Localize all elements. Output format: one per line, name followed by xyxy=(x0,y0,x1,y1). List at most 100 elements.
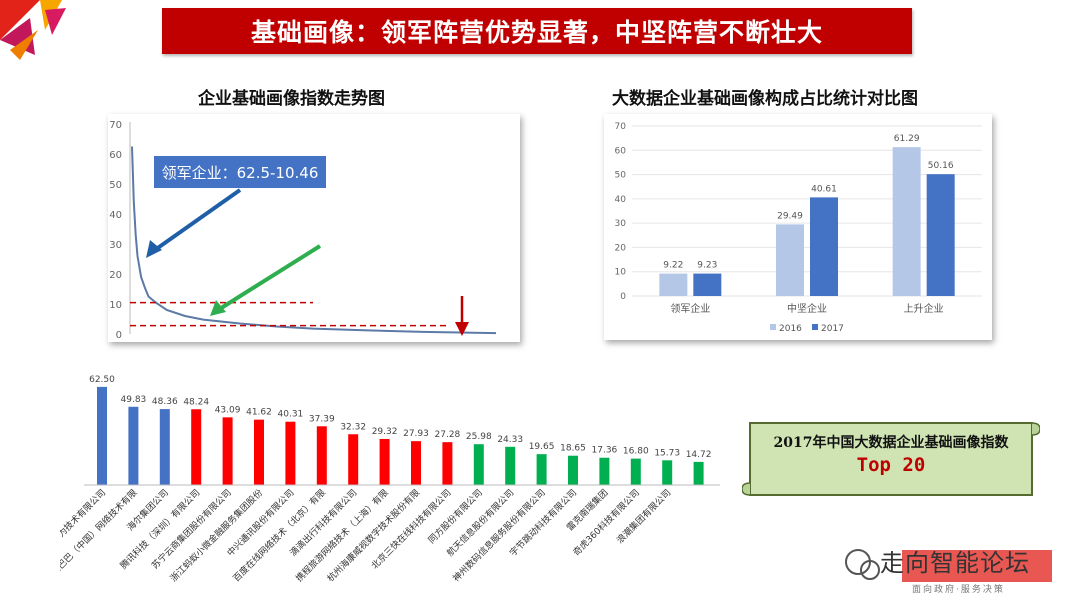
bar-value-label: 40.61 xyxy=(811,184,837,194)
bar-2017 xyxy=(693,273,722,296)
top20-bar xyxy=(630,458,641,485)
bar-chart-title: 大数据企业基础画像构成占比统计对比图 xyxy=(612,89,918,109)
line-chart-panel: 0 10 20 30 40 50 60 70 领军企业：62.5-10.46 xyxy=(108,114,520,342)
bar-value-label: 61.29 xyxy=(894,134,920,144)
y-tick-label: 0 xyxy=(116,330,122,341)
top20-category-label: 同方股份有限公司 xyxy=(426,487,485,546)
top20-bar xyxy=(442,442,453,485)
top20-value-label: 14.72 xyxy=(686,450,712,460)
top20-value-label: 48.36 xyxy=(152,397,178,407)
legend-label: 2017 xyxy=(821,324,844,334)
y-tick-label: 60 xyxy=(615,146,627,156)
y-tick-label: 40 xyxy=(615,195,627,205)
green-arrow xyxy=(216,244,322,312)
page-title-banner: 基础画像：领军阵营优势显著，中坚阵营不断壮大 xyxy=(162,8,912,54)
top20-scroll-banner xyxy=(742,422,1040,496)
bar-2016 xyxy=(892,147,921,296)
index-trend-line xyxy=(131,146,497,335)
watermark-logo xyxy=(845,549,1052,582)
top20-bar xyxy=(662,460,673,485)
watermark-text: 走向智能论坛 xyxy=(880,549,1030,577)
y-tick-label: 10 xyxy=(615,268,627,278)
annotation-box xyxy=(154,156,326,188)
top20-value-label: 25.98 xyxy=(466,432,492,442)
annotation-text: 领军企业：62.5-10.46 xyxy=(162,164,319,182)
category-label: 中坚企业 xyxy=(787,302,827,315)
green-arrow-head xyxy=(210,300,226,316)
blue-arrow xyxy=(150,188,242,254)
y-tick-label: 50 xyxy=(615,171,627,181)
top20-bar xyxy=(285,421,296,485)
top20-bar xyxy=(379,438,390,485)
top20-bar xyxy=(222,417,233,485)
red-arrow-head xyxy=(455,322,469,336)
bar-2016 xyxy=(659,273,688,296)
y-tick-label: 70 xyxy=(615,122,627,132)
top20-value-label: 62.50 xyxy=(89,375,115,385)
y-tick-label: 20 xyxy=(109,270,122,281)
corner-decoration xyxy=(0,0,66,60)
top20-bar xyxy=(159,409,170,485)
top20-value-label: 19.65 xyxy=(529,442,555,452)
top20-category-label: 浪潮集团有限公司 xyxy=(614,487,673,546)
top20-value-label: 29.32 xyxy=(372,427,398,437)
y-tick-label: 70 xyxy=(109,120,122,131)
top20-scroll-text: 2017年中国大数据企业基础画像指数 Top 20 xyxy=(752,432,1030,476)
watermark-subtext: 面向政府·服务决策 xyxy=(912,585,1005,595)
bar-2016 xyxy=(776,224,804,296)
bar-value-label: 9.22 xyxy=(663,261,683,271)
top20-title: 2017年中国大数据企业基础画像指数 xyxy=(773,435,1009,451)
top20-bar xyxy=(191,409,202,485)
top20-value-label: 18.65 xyxy=(560,444,586,454)
top20-value-label: 49.83 xyxy=(121,395,147,405)
bar-value-label: 50.16 xyxy=(928,161,954,171)
top20-value-label: 17.36 xyxy=(592,446,618,456)
top20-bar xyxy=(473,444,484,485)
top20-bar xyxy=(568,455,578,485)
y-tick-label: 50 xyxy=(109,180,122,191)
bar-value-label: 29.49 xyxy=(777,211,803,221)
bar-value-label: 9.23 xyxy=(697,261,717,271)
top20-subtitle: Top 20 xyxy=(856,454,926,476)
y-tick-label: 60 xyxy=(109,150,122,161)
top20-bar xyxy=(411,441,421,485)
top20-value-label: 40.31 xyxy=(278,410,304,420)
top20-bar xyxy=(536,454,547,485)
legend-swatch xyxy=(812,324,818,330)
y-tick-label: 40 xyxy=(109,210,122,221)
top20-value-label: 24.33 xyxy=(497,435,523,445)
line-chart: 0 10 20 30 40 50 60 70 领军企业：62.5-10.46 xyxy=(109,120,497,341)
top20-bar-chart: 62.50 49.83 48.36 48.24 43.09 41.62 40.31 37.39… xyxy=(60,375,720,584)
top20-value-label: 27.28 xyxy=(435,430,461,440)
y-tick-label: 20 xyxy=(615,243,627,253)
top20-value-label: 16.80 xyxy=(623,447,649,457)
top20-bar xyxy=(348,434,359,485)
top20-value-label: 15.73 xyxy=(654,448,680,458)
y-tick-label: 10 xyxy=(109,300,122,311)
y-tick-label: 30 xyxy=(615,219,627,229)
line-chart-title: 企业基础画像指数走势图 xyxy=(198,89,385,109)
legend-swatch xyxy=(770,324,776,330)
top20-value-label: 48.24 xyxy=(183,397,209,407)
bar-2017 xyxy=(810,197,838,296)
y-tick-label: 30 xyxy=(109,240,122,251)
blue-arrow-head xyxy=(146,240,162,258)
top20-bar xyxy=(128,406,139,485)
top20-value-label: 32.32 xyxy=(340,422,366,432)
category-label: 上升企业 xyxy=(904,302,944,315)
legend-label: 2016 xyxy=(779,324,802,334)
top20-value-label: 43.09 xyxy=(215,405,241,415)
top20-value-label: 41.62 xyxy=(246,408,272,418)
category-label: 领军企业 xyxy=(670,302,710,315)
top20-bar xyxy=(97,386,107,485)
y-tick-label: 0 xyxy=(620,292,626,302)
top20-bar xyxy=(316,426,327,485)
top20-bar xyxy=(254,419,264,485)
top20-bar xyxy=(505,446,516,485)
top20-value-label: 37.39 xyxy=(309,414,335,424)
bar-2017 xyxy=(926,174,955,296)
top20-value-label: 27.93 xyxy=(403,429,429,439)
bar-chart-panel: 0 10 20 30 40 50 60 70 9.22 9.23 29.49 40.61 61.29 5… xyxy=(604,114,992,340)
composition-bar-chart: 0 10 20 30 40 50 60 70 9.22 9.23 29.49 40.61 61.29 5… xyxy=(615,122,982,334)
top20-bar xyxy=(599,457,610,485)
